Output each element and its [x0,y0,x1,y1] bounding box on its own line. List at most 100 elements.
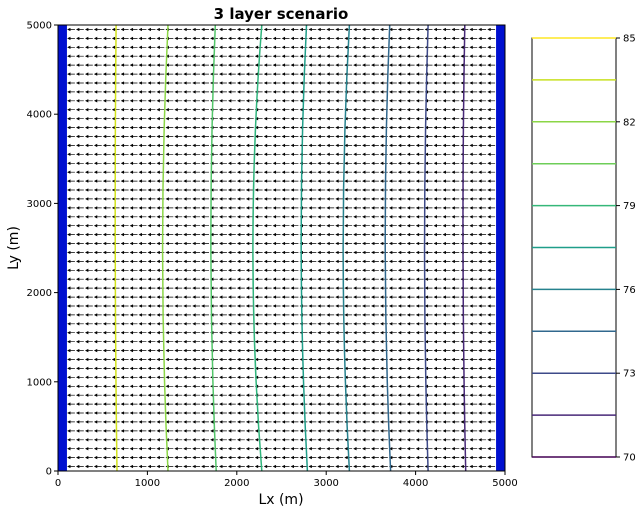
flow-vector [362,197,370,201]
flow-vector [326,277,335,281]
flow-vector [397,152,406,156]
flow-vector [487,313,496,317]
flow-vector [156,54,165,58]
flow-vector [335,295,344,299]
flow-vector [451,188,460,192]
flow-vector [156,232,165,237]
flow-vector [353,277,361,281]
flow-vector [76,357,84,362]
flow-vector [487,108,496,112]
flow-vector [469,232,478,237]
flow-vector [451,331,460,335]
flow-vector [156,447,165,451]
flow-vector [308,170,317,174]
flow-vector [120,375,129,379]
flow-vector [129,411,138,415]
flow-vector [93,384,102,388]
flow-vector [165,224,174,228]
flow-vector [183,241,192,246]
flow-vector [272,447,281,451]
flow-vector [76,331,84,335]
flow-vector [353,384,361,388]
flow-vector [156,81,165,85]
flow-vector [308,108,317,112]
flow-vector [76,224,84,228]
flow-vector [183,259,192,264]
flow-vector [433,134,442,139]
flow-vector [433,420,442,424]
flow-vector [129,241,138,246]
flow-vector [272,438,281,442]
flow-vector [389,206,397,210]
flow-vector [281,90,290,94]
flow-vector [389,268,397,272]
flow-vector [67,232,75,237]
flow-vector [201,402,209,406]
flow-vector [237,241,245,246]
flow-vector [344,259,353,264]
flow-vector [451,161,460,165]
flow-vector [424,357,433,362]
flow-vector [192,420,201,424]
flow-vector [85,438,93,442]
flow-vector [344,340,353,344]
flow-vector [290,464,299,469]
flow-vector [433,72,442,76]
flow-vector [138,268,147,272]
flow-vector [424,340,433,344]
flow-vector [156,268,165,272]
flow-vector [433,206,442,210]
flow-vector [263,348,272,353]
flow-vector [281,152,290,156]
flow-vector [76,286,84,290]
flow-vector [219,134,227,139]
flow-vector [362,384,370,388]
flow-vector [406,455,415,460]
flow-vector [85,455,93,460]
flow-vector [487,259,496,264]
flow-vector [442,286,451,290]
flow-vector [326,331,335,335]
flow-vector [76,117,84,121]
flow-vector [317,286,326,290]
flow-vector [174,197,183,201]
flow-vector [487,393,496,397]
flow-vector [272,340,281,344]
flow-vector [219,313,227,317]
flow-vector [281,197,290,201]
flow-vector [76,27,84,32]
flow-vector [138,45,147,49]
flow-vector [469,277,478,281]
flow-vector [335,420,344,424]
flow-vector [201,72,209,76]
flow-vector [228,366,236,371]
flow-vector [129,81,138,85]
flow-vector [353,72,361,76]
flow-vector [442,197,451,201]
flow-vector [362,438,370,442]
flow-vector [308,45,317,49]
flow-vector [138,36,147,41]
flow-vector [362,241,370,246]
flow-vector [442,277,451,281]
flow-vector [228,250,236,255]
flow-vector [478,340,487,344]
flow-vector [192,232,201,237]
flow-vector [102,375,111,379]
flow-vector [487,331,496,335]
flow-vector [129,277,138,281]
flow-vector [237,215,245,219]
flow-vector [183,27,192,32]
flow-vector [102,393,111,397]
flow-vector [245,384,254,388]
flow-vector [451,134,460,139]
flow-vector [290,179,299,183]
contour-line [114,24,118,472]
flow-vector [263,134,272,139]
flow-vector [290,241,299,246]
flow-vector [263,250,272,255]
flow-vector [129,375,138,379]
flow-vector [138,125,147,130]
flow-vector [245,313,254,317]
flow-vector [290,188,299,192]
